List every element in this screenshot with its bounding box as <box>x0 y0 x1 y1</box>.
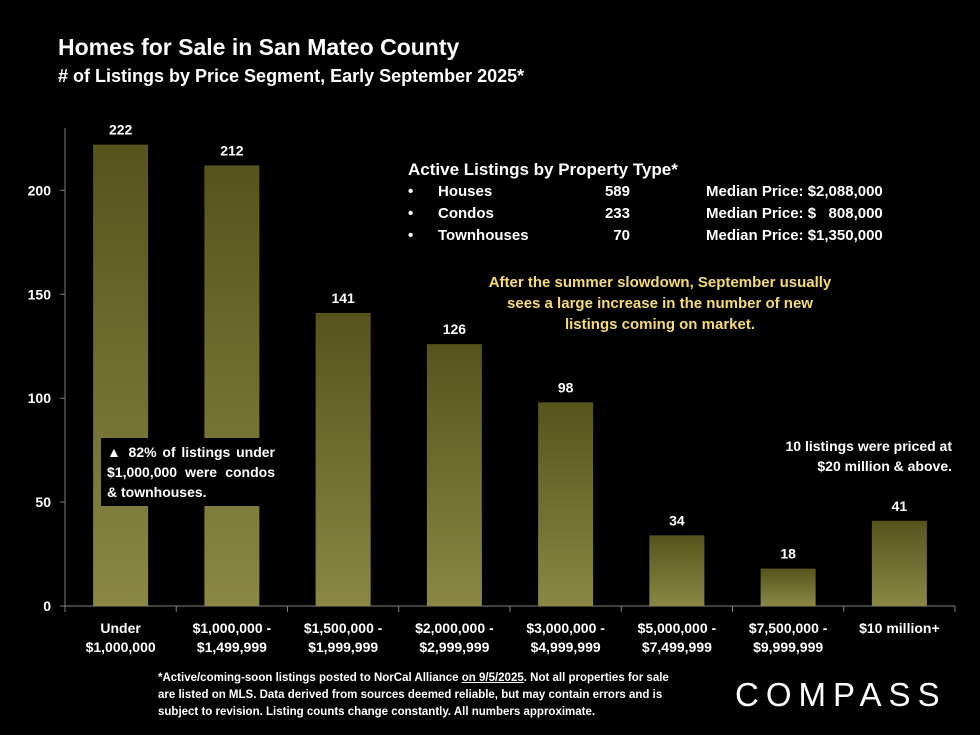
footnote-text: *Active/coming-soon listings posted to N… <box>158 672 462 684</box>
data-label: 222 <box>109 122 133 138</box>
x-tick-label: $9,999,999 <box>753 639 823 655</box>
property-type-row-houses: • Houses 589 Median Price: $2,088,000 <box>408 183 908 205</box>
y-tick-label: 100 <box>28 390 52 406</box>
data-label: 34 <box>669 512 685 528</box>
x-tick-label: $1,499,999 <box>197 639 267 655</box>
x-tick-label: $7,500,000 - <box>749 620 828 636</box>
x-tick-label: $5,000,000 - <box>638 620 717 636</box>
chart-bars <box>93 144 927 606</box>
bullet: • <box>408 227 414 244</box>
x-tick-label: $2,000,000 - <box>415 620 494 636</box>
property-type-count: 589 <box>604 183 630 200</box>
data-label: 141 <box>331 290 355 306</box>
property-type-title: Active Listings by Property Type* <box>408 160 678 179</box>
bar <box>538 402 594 606</box>
data-label: 41 <box>892 498 908 514</box>
footnote-text-2: . Not all properties for sale are listed… <box>158 672 669 718</box>
x-tick-label: $4,999,999 <box>531 639 601 655</box>
x-tick-label: $10 million+ <box>859 620 940 636</box>
bar <box>649 535 705 606</box>
y-tick-label: 150 <box>28 286 52 302</box>
property-type-row-townhouses: • Townhouses 70 Median Price: $1,350,000 <box>408 227 908 249</box>
x-tick-label: $1,999,999 <box>308 639 378 655</box>
property-type-row-condos: • Condos 233 Median Price: $ 808,000 <box>408 205 908 227</box>
property-type-summary: Active Listings by Property Type* • Hous… <box>408 160 908 249</box>
chart-title: Homes for Sale in San Mateo County <box>58 34 460 60</box>
bullet: • <box>408 183 414 200</box>
footnote: *Active/coming-soon listings posted to N… <box>158 670 688 721</box>
property-type-count: 70 <box>613 227 630 244</box>
property-type-median: Median Price: $1,350,000 <box>706 227 883 244</box>
bar <box>204 165 260 606</box>
data-label: 212 <box>220 142 244 158</box>
x-tick-label: $1,000,000 <box>86 639 156 655</box>
property-type-name: Condos <box>438 205 494 222</box>
chart-labels: 0 50 100 150 200 222 Under $1,000,000 212 $1,000,… <box>28 122 940 655</box>
chart-subtitle: # of Listings by Price Segment, Early Se… <box>58 66 525 86</box>
bar <box>315 312 371 606</box>
property-type-median: Median Price: $2,088,000 <box>706 183 883 200</box>
x-tick-label: $3,000,000 - <box>526 620 605 636</box>
compass-logo: COMPASS <box>735 676 947 713</box>
y-tick-label: 50 <box>35 494 51 510</box>
data-label: 18 <box>780 546 796 562</box>
y-tick-label: 0 <box>43 598 51 614</box>
bar <box>426 344 482 606</box>
condo-share-note: ▲ 82% of listings under $1,000,000 were … <box>101 438 281 506</box>
data-label: 126 <box>443 321 467 337</box>
footnote-date: on 9/5/2025 <box>461 672 524 684</box>
september-note: After the summer slowdown, September usu… <box>488 274 832 333</box>
property-type-name: Houses <box>438 183 493 200</box>
x-tick-label: $1,500,000 - <box>304 620 383 636</box>
property-type-name: Townhouses <box>438 227 529 244</box>
bar <box>871 520 927 606</box>
property-type-median: Median Price: $ 808,000 <box>706 205 883 222</box>
bar <box>760 568 816 606</box>
y-tick-label: 200 <box>28 182 52 198</box>
bar <box>93 144 149 606</box>
x-tick-label: Under <box>100 620 141 636</box>
x-tick-label: $2,999,999 <box>419 639 489 655</box>
twenty-million-note: 10 listings were priced at $20 million &… <box>785 438 952 474</box>
bullet: • <box>408 205 414 222</box>
x-tick-label: $1,000,000 - <box>193 620 272 636</box>
data-label: 98 <box>558 379 574 395</box>
property-type-count: 233 <box>604 205 630 222</box>
x-tick-label: $7,499,999 <box>642 639 712 655</box>
